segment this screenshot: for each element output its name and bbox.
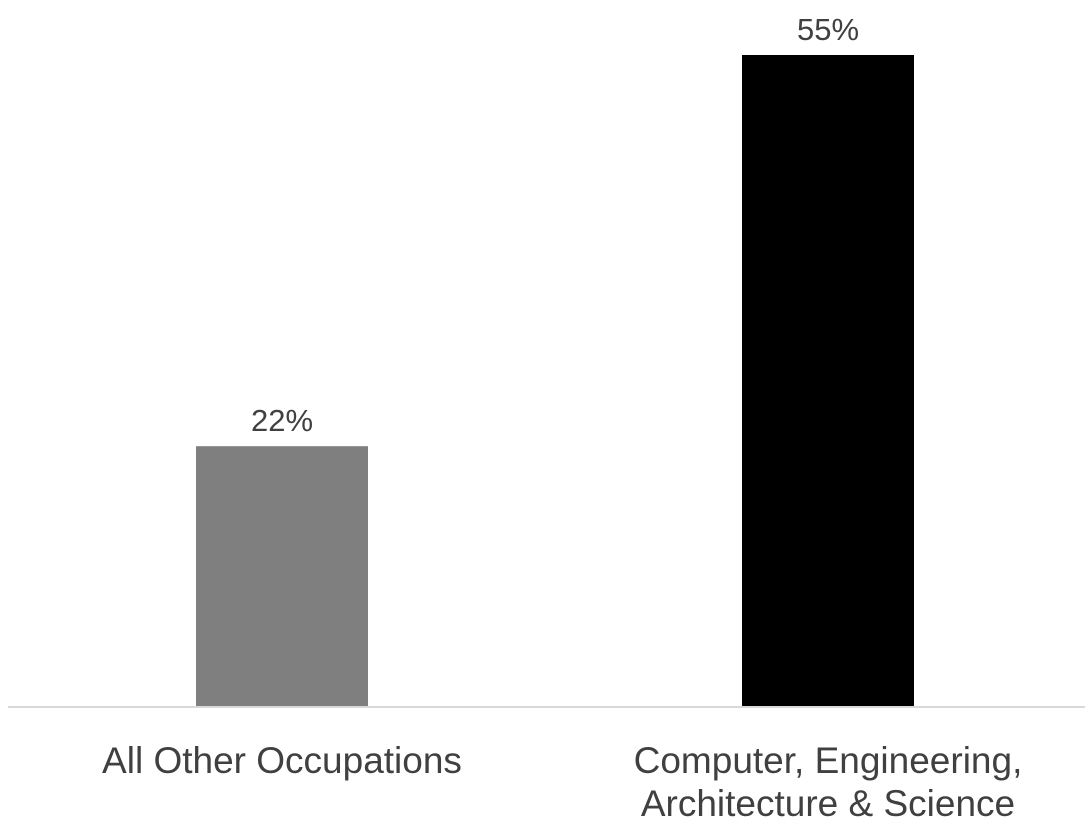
category-label-2-line-1: Computer, Engineering, [634,740,1023,781]
category-label-1-line-1: All Other Occupations [102,740,462,781]
category-label-2-line-2: Architecture & Science [641,783,1015,823]
category-label-1: All Other Occupations [102,740,462,781]
category-label-2: Computer, Engineering, Architecture & Sci… [634,740,1023,823]
bar-2 [742,55,914,707]
category-labels-group: All Other Occupations Computer, Engineeri… [102,740,1022,823]
data-label-1: 22% [251,403,313,438]
bars-group [196,55,914,707]
bar-1 [196,446,368,707]
data-label-2: 55% [797,12,859,47]
data-labels-group: 22% 55% [251,12,859,438]
